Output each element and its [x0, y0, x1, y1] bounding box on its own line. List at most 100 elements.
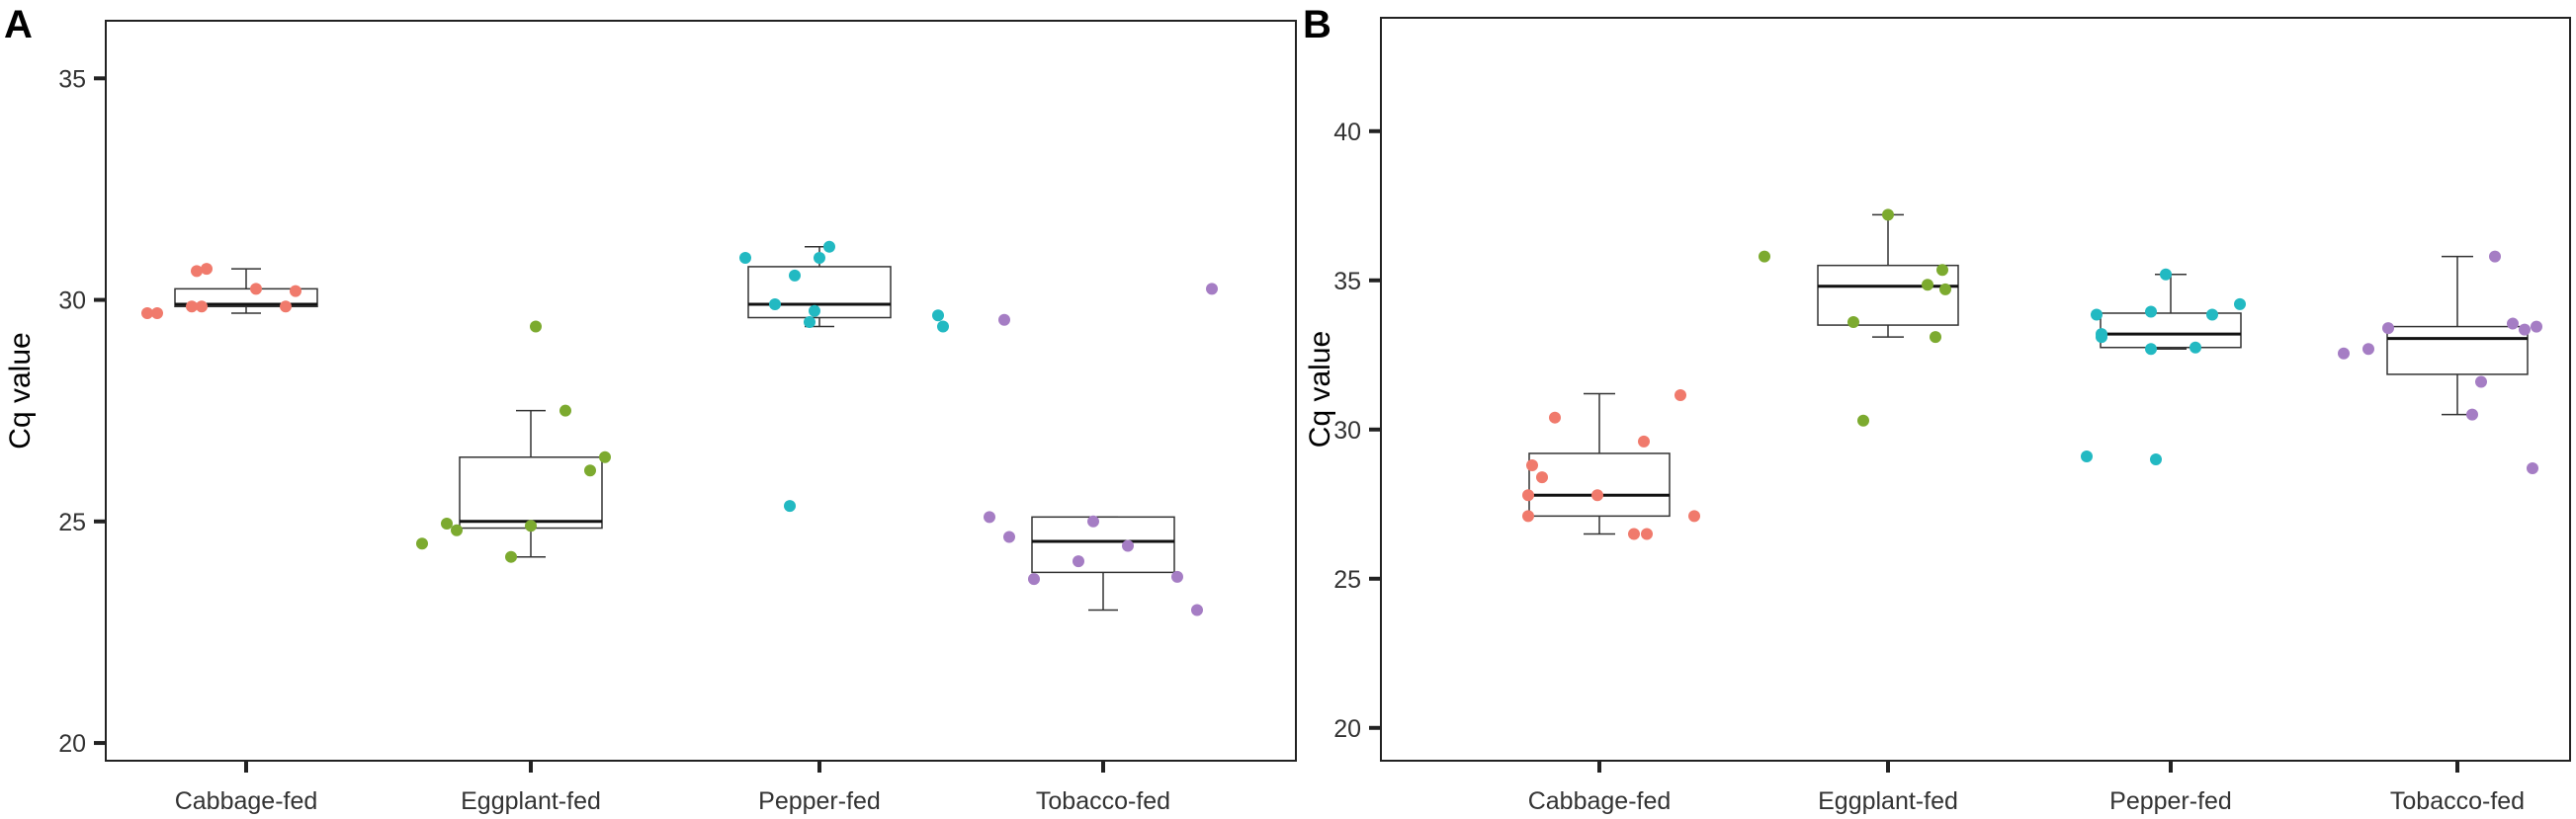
data-point — [1847, 316, 1859, 329]
data-point — [1003, 531, 1015, 543]
data-point — [1206, 283, 1218, 295]
data-point — [1073, 555, 1084, 568]
panel-b: B 20 25 30 35 40 Cq value Cabbage-fed Eggplant-f… — [1303, 3, 2571, 815]
data-point — [2362, 343, 2374, 356]
data-point — [2382, 322, 2394, 335]
data-point — [191, 265, 203, 278]
x-tick-label: Cabbage-fed — [175, 787, 318, 815]
data-point — [1536, 471, 1548, 484]
data-point — [1591, 489, 1603, 502]
y-tick-label: 20 — [1333, 715, 1361, 743]
data-point — [1028, 573, 1040, 586]
box — [2386, 325, 2529, 375]
y-tick-label: 35 — [58, 65, 86, 93]
x-tick-label: Eggplant-fed — [461, 787, 601, 815]
data-point — [599, 450, 611, 463]
data-point — [814, 251, 825, 264]
data-point — [250, 283, 262, 295]
data-point — [1922, 279, 1933, 291]
x-tick-label: Pepper-fed — [2109, 787, 2232, 815]
data-point — [823, 240, 835, 253]
plot-frame — [1380, 17, 2571, 762]
y-tick-label: 25 — [58, 509, 86, 536]
y-tick-label: 30 — [58, 287, 86, 315]
data-point — [186, 300, 198, 313]
data-point — [151, 307, 163, 320]
data-point — [804, 315, 816, 328]
data-point — [530, 320, 542, 333]
data-point — [1674, 389, 1686, 402]
data-point — [2096, 328, 2107, 341]
data-point — [2160, 268, 2172, 281]
data-point — [1171, 570, 1183, 583]
y-tick-label: 30 — [1333, 417, 1361, 445]
data-point — [984, 511, 995, 524]
y-tick-label: 25 — [1333, 566, 1361, 594]
y-axis-title: Cq value — [1304, 331, 1336, 448]
panel-a: A 20 25 30 35 Cq value Cabbage-fed Eggplant-fed… — [4, 3, 1297, 815]
data-point — [280, 300, 292, 313]
box — [174, 287, 318, 308]
data-point — [1939, 283, 1951, 295]
data-point — [2145, 305, 2157, 318]
y-tick-label: 35 — [1333, 268, 1361, 295]
box — [1528, 452, 1671, 518]
data-point — [998, 313, 1010, 326]
data-point — [1526, 459, 1538, 472]
data-point — [2507, 317, 2519, 330]
data-point — [1759, 250, 1770, 263]
data-point — [1857, 414, 1869, 427]
data-point — [441, 518, 453, 531]
boxplot — [1528, 392, 1671, 535]
data-point — [2466, 408, 2478, 421]
data-point — [451, 524, 463, 536]
data-point — [2519, 323, 2531, 336]
data-point — [2190, 341, 2201, 354]
y-axis-title: Cq value — [4, 332, 37, 449]
data-point — [784, 500, 796, 513]
data-point — [525, 520, 537, 532]
boxplot — [459, 409, 603, 558]
data-point — [1549, 411, 1561, 424]
boxplot — [2100, 273, 2242, 350]
data-point — [2234, 297, 2246, 310]
data-point — [1522, 489, 1534, 502]
data-point — [196, 300, 208, 313]
data-point — [141, 307, 153, 320]
boxplot — [1817, 213, 1959, 338]
data-point — [2531, 320, 2542, 333]
y-tick-label: 40 — [1333, 119, 1361, 146]
data-point — [769, 298, 781, 311]
data-point — [1882, 208, 1894, 221]
data-point — [1191, 604, 1203, 616]
data-point — [2527, 462, 2538, 475]
box — [459, 456, 603, 530]
box — [1817, 264, 1959, 326]
box — [1031, 516, 1175, 574]
data-point — [1522, 510, 1534, 523]
data-point — [739, 251, 751, 264]
box — [2100, 312, 2242, 349]
data-point — [1641, 528, 1653, 540]
data-point — [416, 537, 428, 550]
data-point — [2150, 452, 2162, 465]
data-point — [2145, 343, 2157, 356]
data-point — [2475, 375, 2487, 388]
data-point — [932, 309, 944, 322]
data-point — [1638, 435, 1650, 448]
data-point — [1087, 515, 1099, 528]
x-tick-label: Cabbage-fed — [1528, 787, 1672, 815]
panel-letter: B — [1303, 3, 1331, 46]
x-tick-label: Tobacco-fed — [1036, 787, 1170, 815]
data-point — [809, 304, 820, 317]
x-tick-label: Eggplant-fed — [1818, 787, 1958, 815]
data-point — [584, 464, 596, 477]
data-point — [2081, 450, 2093, 462]
data-point — [1936, 264, 1948, 277]
data-point — [2206, 308, 2218, 321]
data-point — [559, 404, 571, 417]
boxplot — [174, 268, 318, 314]
boxplot — [1031, 516, 1175, 612]
data-point — [201, 263, 213, 276]
